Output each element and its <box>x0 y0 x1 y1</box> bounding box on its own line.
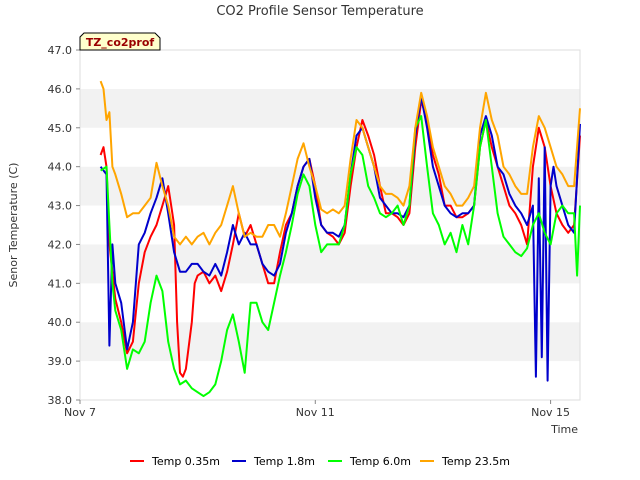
y-tick-label: 43.0 <box>48 200 73 213</box>
y-tick-label: 42.0 <box>48 238 73 251</box>
y-axis-label: Senor Temperature (C) <box>7 163 20 288</box>
x-tick-label: Nov 15 <box>531 406 570 419</box>
y-tick-label: 44.0 <box>48 161 73 174</box>
x-axis-ticks: Nov 7 Nov 11 Nov 15 <box>64 400 570 419</box>
grid-band <box>80 127 580 167</box>
x-tick-label: Nov 11 <box>296 406 335 419</box>
y-axis-ticks: 38.0 39.0 40.0 41.0 42.0 43.0 44.0 45.0 46.0 47.0 <box>48 44 80 407</box>
chart-title: CO2 Profile Sensor Temperature <box>216 4 423 19</box>
series-line <box>100 115 581 398</box>
legend-label: Temp 1.8m <box>253 455 315 468</box>
grid-band <box>80 322 580 362</box>
legend: Temp 0.35m Temp 1.8m Temp 6.0m Temp 23.5m <box>130 455 510 468</box>
site-label: TZ_co2prof <box>86 36 155 49</box>
grid-band <box>80 283 580 323</box>
grid-bands <box>80 50 580 400</box>
grid-band <box>80 88 580 128</box>
legend-label: Temp 23.5m <box>441 455 510 468</box>
y-tick-label: 47.0 <box>48 44 73 57</box>
y-tick-label: 39.0 <box>48 355 73 368</box>
y-tick-label: 40.0 <box>48 316 73 329</box>
series-lines <box>99 80 581 398</box>
x-axis-label: Time <box>550 423 578 436</box>
y-tick-label: 45.0 <box>48 122 73 135</box>
y-tick-label: 46.0 <box>48 83 73 96</box>
site-label-box: TZ_co2prof <box>79 32 161 51</box>
y-tick-label: 38.0 <box>48 394 73 407</box>
grid-band <box>80 50 580 89</box>
grid-band <box>80 244 580 284</box>
grid-band <box>80 361 580 400</box>
y-tick-label: 41.0 <box>48 277 73 290</box>
series-line <box>99 80 581 246</box>
legend-label: Temp 6.0m <box>349 455 411 468</box>
x-tick-label: Nov 7 <box>64 406 96 419</box>
legend-label: Temp 0.35m <box>151 455 220 468</box>
